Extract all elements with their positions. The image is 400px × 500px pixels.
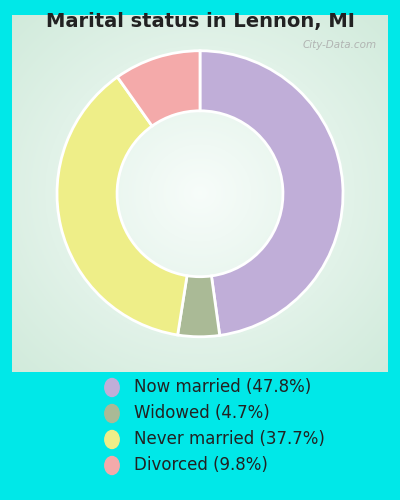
Text: Never married (37.7%): Never married (37.7%) (134, 430, 325, 448)
Wedge shape (178, 276, 220, 337)
Wedge shape (118, 50, 200, 126)
Wedge shape (200, 50, 343, 336)
Text: City-Data.com: City-Data.com (302, 40, 377, 50)
Text: Widowed (4.7%): Widowed (4.7%) (134, 404, 270, 422)
Text: Now married (47.8%): Now married (47.8%) (134, 378, 311, 396)
Text: Marital status in Lennon, MI: Marital status in Lennon, MI (46, 12, 354, 30)
Text: Divorced (9.8%): Divorced (9.8%) (134, 456, 268, 474)
Wedge shape (57, 77, 187, 335)
